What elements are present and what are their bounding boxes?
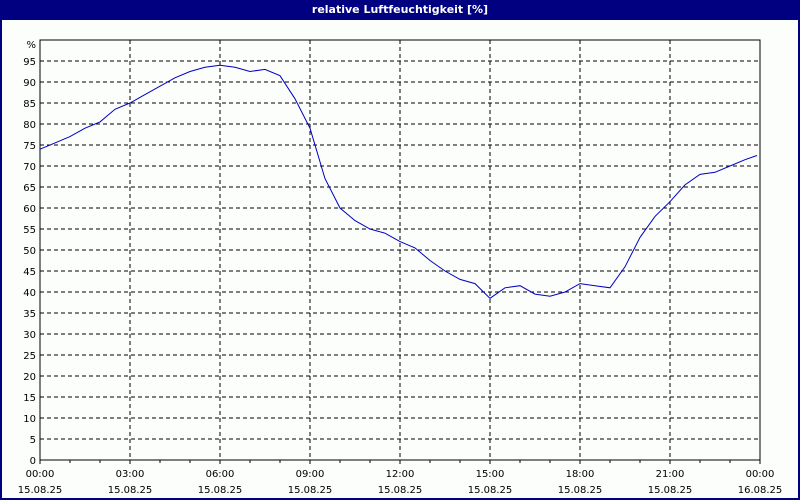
x-tick-time: 15:00 bbox=[476, 469, 505, 480]
y-tick-label: 75 bbox=[23, 141, 36, 152]
humidity-series-line bbox=[39, 64, 758, 299]
y-tick-label: 50 bbox=[23, 246, 36, 257]
x-tick-date: 15.08.25 bbox=[108, 485, 153, 496]
x-tick-date: 16.08.25 bbox=[738, 485, 783, 496]
y-tick-label: 85 bbox=[23, 99, 36, 110]
y-tick-label: 95 bbox=[23, 57, 36, 68]
y-tick-label: 80 bbox=[23, 120, 36, 131]
y-tick-label: 40 bbox=[23, 288, 36, 299]
y-tick-label: 65 bbox=[23, 183, 36, 194]
y-tick-label: 30 bbox=[23, 330, 36, 341]
y-tick-label: 20 bbox=[23, 372, 36, 383]
x-axis-ticks: 00:00 15.08.25 03:00 15.08.25 06:00 15.08.25 0… bbox=[18, 460, 783, 496]
y-tick-label: 5 bbox=[30, 435, 36, 446]
y-tick-label: 90 bbox=[23, 78, 36, 89]
x-tick-date: 15.08.25 bbox=[558, 485, 603, 496]
chart-title: relative Luftfeuchtigkeit [%] bbox=[0, 0, 800, 20]
x-tick-date: 15.08.25 bbox=[198, 485, 243, 496]
x-tick-time: 06:00 bbox=[206, 469, 235, 480]
y-axis-unit-label: % bbox=[26, 40, 36, 51]
x-tick-time: 09:00 bbox=[296, 469, 325, 480]
y-tick-label: 45 bbox=[23, 267, 36, 278]
x-tick-date: 15.08.25 bbox=[468, 485, 513, 496]
plot-area-border bbox=[39, 39, 761, 461]
y-tick-label: 0 bbox=[30, 456, 36, 467]
y-tick-label: 35 bbox=[23, 309, 36, 320]
y-tick-label: 55 bbox=[23, 225, 36, 236]
y-tick-label: 15 bbox=[23, 393, 36, 404]
y-tick-label: 25 bbox=[23, 351, 36, 362]
y-axis-ticks: 0 5 10 15 20 25 30 35 40 45 50 55 60 65 70 75 80 85 90 95 bbox=[23, 57, 36, 467]
y-tick-label: 60 bbox=[23, 204, 36, 215]
x-tick-time: 00:00 bbox=[746, 469, 775, 480]
x-tick-date: 15.08.25 bbox=[648, 485, 693, 496]
x-tick-date: 15.08.25 bbox=[18, 485, 63, 496]
y-tick-label: 70 bbox=[23, 162, 36, 173]
x-tick-time: 12:00 bbox=[386, 469, 415, 480]
x-tick-time: 00:00 bbox=[26, 469, 55, 480]
x-tick-time: 18:00 bbox=[566, 469, 595, 480]
x-tick-time: 03:00 bbox=[116, 469, 145, 480]
y-tick-label: 10 bbox=[23, 414, 36, 425]
x-tick-date: 15.08.25 bbox=[288, 485, 333, 496]
x-tick-time: 21:00 bbox=[656, 469, 685, 480]
x-tick-date: 15.08.25 bbox=[378, 485, 423, 496]
grid-lines bbox=[40, 40, 760, 460]
